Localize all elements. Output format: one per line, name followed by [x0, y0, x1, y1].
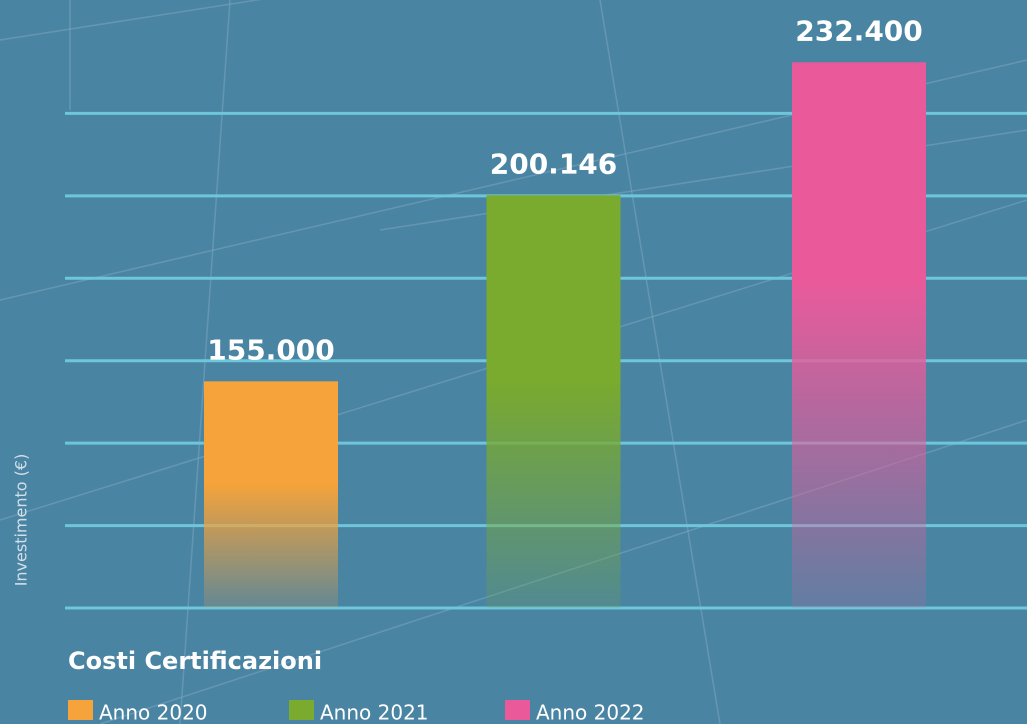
legend-swatch [289, 700, 314, 720]
chart: Investimento (€) Costi Certificazioni 15… [0, 0, 1027, 724]
value-label: 232.400 [795, 14, 923, 47]
value-label: 200.146 [490, 147, 618, 180]
bar [792, 62, 926, 608]
legend-swatch [505, 700, 530, 720]
y-axis-label: Investimento (€) [12, 454, 31, 587]
page: Investimento (€) Costi Certificazioni 15… [0, 0, 1027, 724]
legend-label: Anno 2022 [536, 701, 645, 724]
legend-label: Anno 2020 [99, 701, 208, 724]
chart-title: Costi Certificazioni [68, 647, 322, 675]
legend-label: Anno 2021 [320, 701, 429, 724]
bar [487, 195, 621, 608]
value-label: 155.000 [207, 333, 335, 366]
legend-swatch [68, 700, 93, 720]
bar [204, 381, 338, 608]
